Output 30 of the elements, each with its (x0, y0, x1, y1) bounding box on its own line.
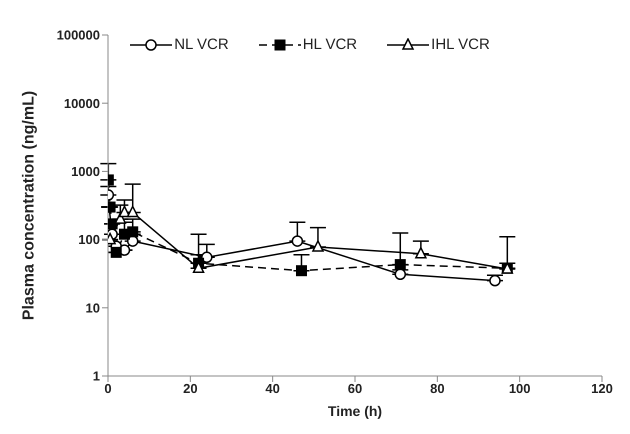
point (394, 268, 406, 280)
point (201, 252, 213, 264)
point (127, 226, 138, 238)
point (312, 240, 324, 252)
y-tick-label: 100000 (56, 28, 100, 43)
y-axis-title: Plasma concentration (ng/mL) (20, 90, 38, 320)
y-tick-label: 1000 (71, 164, 100, 180)
y-tick-label: 10 (86, 300, 100, 316)
x-axis-title: Time (h) (328, 403, 382, 419)
point (126, 206, 138, 218)
point (110, 246, 122, 258)
y-tick-label: 1 (92, 368, 100, 384)
y-tick-label: 100 (78, 232, 100, 248)
point (292, 235, 304, 247)
point (296, 265, 307, 276)
point (415, 247, 427, 259)
x-tick-label: 0 (104, 381, 112, 396)
x-tick-label: 80 (430, 381, 445, 396)
x-tick-label: 60 (348, 381, 362, 396)
x-tick-label: 40 (265, 381, 280, 396)
legend-label: IHL VCR (431, 36, 490, 53)
point (108, 218, 118, 230)
x-tick-label: 20 (183, 381, 198, 396)
legend-label: HL VCR (302, 36, 358, 53)
point (489, 274, 501, 286)
point (394, 259, 406, 270)
x-tick-label: 100 (508, 381, 531, 396)
y-tick-label: 10000 (64, 96, 100, 111)
x-tick-label: 120 (591, 381, 613, 396)
legend-label: NL VCR (174, 36, 229, 53)
